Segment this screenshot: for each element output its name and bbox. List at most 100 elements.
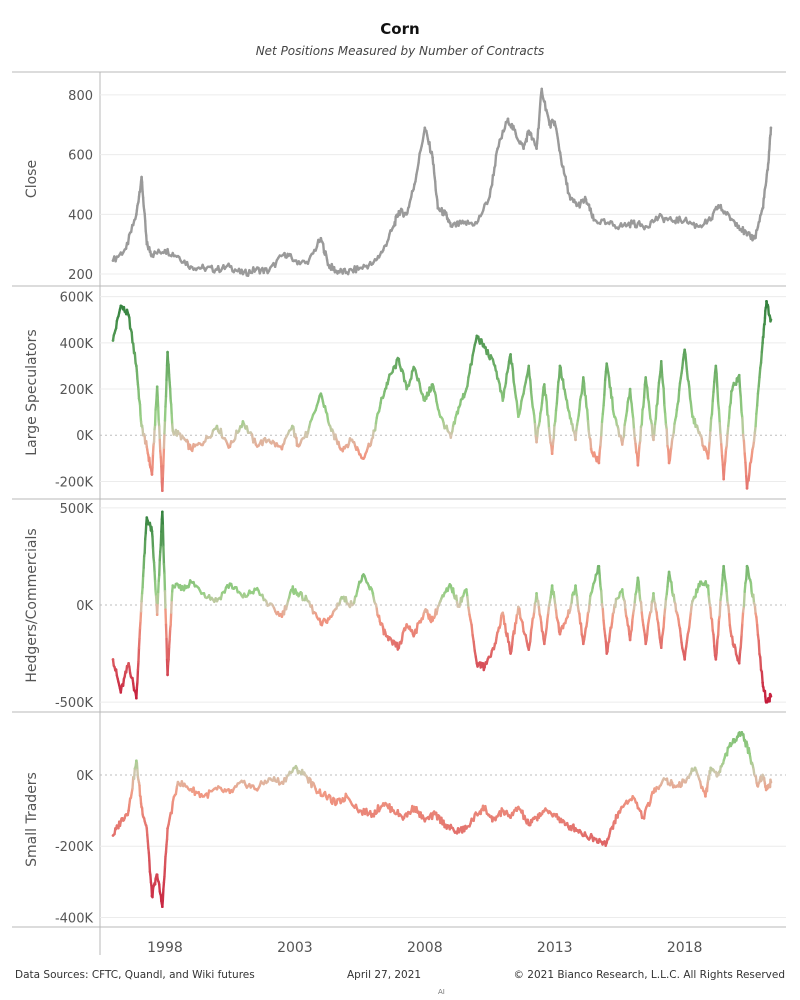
data-point (589, 592, 593, 595)
y-tick-label: -200K (55, 840, 94, 855)
series-segment (161, 524, 165, 548)
data-point (135, 364, 138, 368)
data-point (597, 461, 601, 465)
data-point (402, 816, 406, 820)
series-segment (601, 404, 605, 416)
data-point (652, 438, 655, 442)
series-segment (603, 370, 608, 382)
series-segment (632, 428, 636, 440)
data-point (119, 304, 123, 308)
series-segment (646, 623, 650, 636)
series-segment (607, 376, 612, 389)
data-point (722, 477, 725, 481)
series-segment (153, 408, 157, 427)
series-segment (656, 390, 660, 406)
data-point (413, 183, 416, 186)
series-segment (753, 603, 757, 615)
series-segment (726, 424, 730, 435)
series-segment (660, 636, 664, 649)
series-segment (623, 600, 627, 611)
data-point (371, 592, 375, 595)
data-point (618, 224, 621, 228)
data-point (241, 420, 245, 423)
series-segment (762, 188, 766, 199)
series-segment (738, 373, 742, 390)
data-point (111, 339, 115, 342)
data-point (439, 599, 442, 603)
series-segment (164, 608, 168, 627)
data-point (145, 827, 149, 830)
series-segment (536, 127, 540, 140)
data-point (267, 603, 271, 607)
series-segment (158, 425, 161, 442)
data-point (509, 353, 512, 356)
series-segment (162, 545, 166, 566)
series-segment (559, 366, 563, 378)
data-point (350, 438, 354, 442)
series-segment (167, 363, 171, 376)
data-point (527, 648, 531, 651)
x-tick-label: 1998 (147, 940, 183, 956)
series-segment (717, 408, 721, 425)
data-point (254, 443, 258, 446)
data-point (756, 784, 759, 787)
data-point (667, 461, 671, 465)
series-segment (754, 412, 758, 428)
y-tick-label: 600 (68, 149, 93, 164)
series-segment (540, 394, 544, 405)
series-segment (602, 393, 606, 407)
y-tick-label: 0K (76, 599, 93, 614)
series-segment (510, 635, 515, 646)
x-tick-label: 2018 (667, 940, 703, 956)
data-point (753, 431, 757, 435)
data-point (659, 360, 663, 363)
data-point (483, 805, 486, 809)
series-segment (653, 422, 657, 435)
data-point (501, 399, 505, 402)
data-point (745, 487, 749, 490)
series-segment (141, 574, 145, 589)
data-point (735, 221, 738, 225)
data-point (202, 795, 206, 798)
data-point (574, 827, 577, 830)
data-point (613, 415, 616, 419)
data-point (350, 603, 354, 607)
series-segment (662, 614, 666, 629)
data-point (171, 584, 175, 587)
series-segment (509, 353, 513, 365)
series-segment (494, 154, 498, 167)
series-segment (164, 843, 168, 854)
data-point (358, 809, 362, 812)
data-point (613, 819, 616, 823)
series-segment (743, 581, 747, 593)
series-segment (141, 196, 145, 208)
y-tick-label: 500K (60, 502, 94, 517)
series-segment (552, 424, 556, 440)
data-point (387, 378, 390, 382)
series-segment (709, 606, 713, 620)
series-segment (157, 406, 160, 423)
series-segment (503, 622, 508, 634)
data-point (493, 642, 497, 646)
series-segment (161, 462, 165, 478)
series-segment (530, 617, 534, 628)
series-segment (714, 364, 718, 376)
series-segment (557, 621, 561, 633)
series-segment (587, 602, 591, 613)
series-segment (555, 391, 559, 405)
series-segment (537, 605, 541, 616)
series-segment (632, 417, 636, 431)
series-segment (674, 602, 678, 613)
series-segment (170, 414, 174, 426)
series-segment (466, 595, 470, 609)
data-point (670, 218, 673, 222)
data-point (444, 823, 447, 827)
data-point (558, 632, 562, 636)
data-point (613, 603, 616, 607)
y-axis-title: Large Speculators (24, 329, 40, 455)
data-point (501, 611, 505, 615)
data-point (361, 457, 364, 460)
series-segment (713, 644, 717, 657)
series-segment (163, 865, 167, 878)
series-segment (527, 364, 531, 378)
